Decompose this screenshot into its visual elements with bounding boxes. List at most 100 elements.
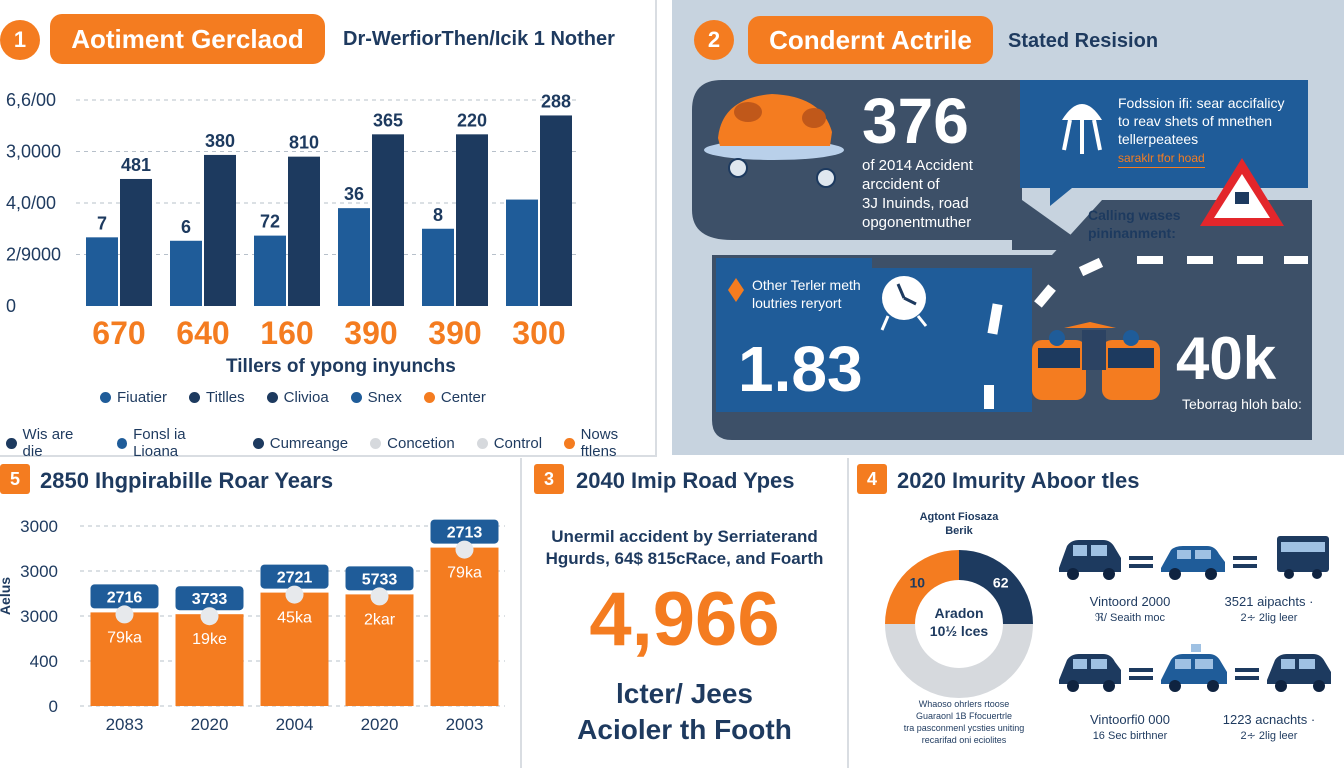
- row-text: 16 Sec birthner: [1092, 730, 1168, 742]
- bar-value-label: 6: [181, 217, 191, 237]
- road-dashes: [984, 256, 1308, 409]
- callout-line: tellerpeatees: [1118, 131, 1199, 147]
- vehicle-row-2-left: Vintoorfi0 000 16 Sec birthner: [1075, 712, 1185, 744]
- bar: [120, 178, 152, 306]
- y-tick-label: 400: [30, 652, 58, 671]
- other-text-line: loutries reryort: [752, 295, 842, 311]
- y-tick-label: 6,6/00: [6, 90, 56, 110]
- y-tick-label: 4,0/00: [6, 193, 56, 213]
- panel-2-right-caption: Teborrag hloh balo:: [1182, 396, 1302, 412]
- police-car-icon: [1161, 644, 1227, 692]
- legend-label: Control: [493, 434, 543, 452]
- y-tick-label: 2/9000: [6, 245, 61, 265]
- row-text: 2∻ 2lig leer: [1240, 730, 1298, 742]
- section-badge-4: 4: [857, 464, 887, 494]
- callout-line: Fodssion ifi: sear accifalicy: [1118, 95, 1285, 111]
- callout-highlight: saraklr tfor hoad: [1118, 149, 1205, 168]
- row-text: 2∻ 2lig leer: [1240, 612, 1298, 624]
- panel-2-other-text: Other Terler meth loutries reryort: [752, 276, 861, 312]
- bar-inner-label: 2kar: [364, 611, 396, 628]
- panel-3-big-number: 4,966: [589, 577, 780, 662]
- x-category-label: 300: [512, 315, 565, 351]
- legend-item: Cumreange: [252, 426, 349, 460]
- x-category-label: 2020: [361, 715, 399, 734]
- bar-knob: [455, 540, 474, 559]
- bar-value-tag: [430, 519, 499, 544]
- y-tick-label: 0: [6, 296, 16, 316]
- footnote-line: Whaoso ohrlers rtoose: [918, 699, 1010, 709]
- bar: [540, 115, 572, 306]
- panel-2-big-stat: 376: [862, 85, 969, 157]
- y-tick-label: 0: [49, 697, 58, 716]
- x-category-label: 2004: [276, 715, 314, 734]
- row-text: Vintoord 2000: [1089, 594, 1171, 609]
- legend-item: Fiuatier: [100, 389, 167, 406]
- hazard-splash-icon: [1062, 104, 1102, 154]
- bar: [260, 592, 329, 706]
- bar-value-label: 7: [97, 213, 107, 233]
- bar: [338, 208, 370, 306]
- vehicle-row-2-right: 1223 acnachts · 2∻ 2lig leer: [1209, 712, 1329, 744]
- legend-label: Clivioa: [283, 389, 329, 406]
- info-box: [716, 258, 1032, 412]
- car-pair-icon: [1032, 322, 1160, 400]
- bar-value-tag: [175, 586, 244, 611]
- bus-icon: [1277, 536, 1329, 579]
- legend-item: Center: [423, 389, 486, 406]
- legend-label: Snex: [367, 389, 402, 406]
- panel-2-artwork: [692, 80, 1312, 440]
- x-category-label: 390: [344, 315, 397, 351]
- donut-footnote: Whaoso ohrlers rtoose Guaraonl 1B Ffocue…: [869, 698, 1059, 746]
- bar-value-label: 72: [260, 212, 280, 232]
- legend-item: Control: [476, 426, 543, 460]
- legend-label: Cumreange: [269, 434, 349, 452]
- legend-item: Fonsl ia Lioana: [116, 426, 231, 460]
- bar-knob: [200, 607, 219, 626]
- bar-value-tag: [260, 564, 329, 589]
- stat-text-line: of 2014 Accident: [862, 157, 973, 174]
- bar-value-label: 2713: [447, 525, 483, 542]
- y-tick-label: 3,0000: [6, 142, 61, 162]
- footnote-line: tra pasconmenl ycsties uniting: [903, 723, 1025, 733]
- stat-text-line: opgonentmuther: [862, 214, 972, 231]
- row-text: ℜ/ Seaith moc: [1094, 612, 1166, 624]
- legend-label: Nows ftlens: [580, 426, 619, 460]
- panel-3-title: 2040 Imip Road Ypes: [576, 468, 795, 493]
- panel-3-description: Unermil accident by Serriaterand Hgurds,…: [522, 526, 847, 570]
- y-tick-label: 3000: [20, 607, 58, 626]
- legend-item: Clivioa: [266, 389, 329, 406]
- y-tick-label: 3000: [20, 562, 58, 581]
- row-text: Vintoorfi0 000: [1090, 712, 1170, 727]
- bar-inner-label: 19ke: [192, 631, 227, 648]
- x-category-label: 2020: [191, 715, 229, 734]
- legend-label: Fonsl ia Lioana: [133, 426, 186, 460]
- panel-3: 3 2040 Imip Road Ypes Unermil accident b…: [522, 458, 849, 768]
- bar-knob: [285, 585, 304, 604]
- panel-5: 5 2850 Ihgpirabille Roar Years Aelus 300…: [0, 458, 522, 768]
- panel-2-callout-text: Fodssion ifi: sear accifalicy to reav sh…: [1118, 94, 1285, 168]
- x-category-label: 160: [260, 315, 313, 351]
- legend-label: Fiuatier: [117, 389, 168, 406]
- legend-item: Nows ftlens: [564, 426, 655, 460]
- warning-sign-icon: [1200, 158, 1284, 226]
- bar-value-label: 380: [205, 131, 235, 151]
- other-text-line: Other Terler meth: [752, 277, 861, 293]
- bar: [345, 594, 414, 706]
- bar-value-label: 2716: [107, 589, 143, 606]
- panel-2-subtitle: Stated Resision: [1008, 30, 1159, 52]
- panel-4: 4 2020 Imurity Aboor tles Agtont Fiosaza…: [849, 458, 1344, 768]
- panel-1-subtitle: Dr-WerfiorThen/Icik 1 Nother: [343, 28, 615, 50]
- clock-icon: [880, 276, 928, 331]
- bar-value-label: 2721: [277, 570, 313, 587]
- bar-value-label: 810: [289, 133, 319, 153]
- section-badge-1: 1: [0, 20, 40, 60]
- row-text: 1223 acnachts ·: [1222, 712, 1316, 727]
- bar: [372, 134, 404, 306]
- bar-value-label: 36: [344, 184, 364, 204]
- equals-icon: [1129, 556, 1153, 568]
- donut-slice: [885, 550, 959, 624]
- footer-line: Acioler th Footh: [577, 714, 792, 745]
- equals-icon: [1129, 668, 1153, 680]
- bar-knob: [370, 587, 389, 606]
- legend-label: Wis are die: [22, 426, 74, 460]
